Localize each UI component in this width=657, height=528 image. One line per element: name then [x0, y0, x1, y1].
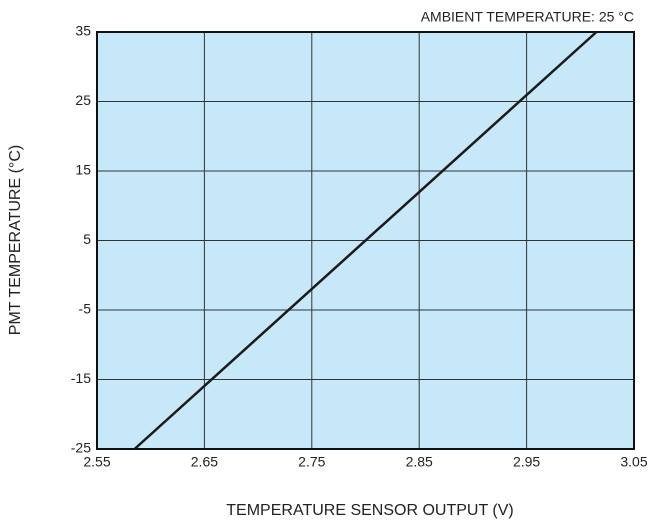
- y-tick-label: 5: [83, 231, 91, 247]
- data-line: [133, 31, 598, 450]
- x-tick-label: 2.55: [83, 454, 110, 470]
- x-tick-label: 2.65: [191, 454, 218, 470]
- x-tick-label: 2.75: [298, 454, 325, 470]
- y-axis-label: PMT TEMPERATURE (°C): [7, 145, 24, 335]
- y-tick-label: 25: [75, 92, 91, 108]
- y-tick-label: -25: [71, 440, 91, 456]
- x-axis-label: TEMPERATURE SENSOR OUTPUT (V): [226, 502, 513, 519]
- x-tick-label: 2.85: [406, 454, 433, 470]
- x-tick-label: 2.95: [513, 454, 540, 470]
- plot-border: [96, 31, 635, 450]
- x-tick-label: 3.05: [620, 454, 647, 470]
- y-tick-label: -15: [71, 370, 91, 386]
- annotation: AMBIENT TEMPERATURE: 25 °C: [421, 9, 634, 25]
- y-tick-label: 15: [75, 162, 91, 178]
- y-tick-label: 35: [75, 23, 91, 39]
- y-tick-label: -5: [79, 301, 92, 317]
